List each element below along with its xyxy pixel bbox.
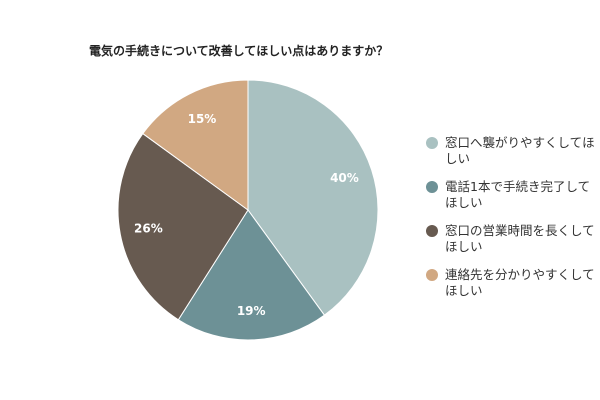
slice-value-label-2: 26%	[134, 222, 163, 236]
legend-label-1: 電話1本で手続き完了してほしい	[445, 179, 591, 210]
legend-item-2[interactable]: 窓口の営業時間を長くしてほしい	[424, 223, 600, 267]
legend-swatch-0	[426, 137, 438, 149]
legend-swatch-1	[426, 181, 438, 193]
legend-label-3: 連絡先を分かりやすくしてほしい	[445, 267, 595, 298]
chart-legend: 窓口へ襲がりやすくしてほしい 電話1本で手続き完了してほしい 窓口の営業時間を長…	[424, 135, 600, 311]
pie-slice-1[interactable]	[177, 209, 326, 341]
slice-value-label-3: 15%	[188, 112, 217, 126]
pie-slice-0[interactable]	[247, 79, 379, 316]
legend-swatch-3	[426, 269, 438, 281]
legend-item-1[interactable]: 電話1本で手続き完了してほしい	[424, 179, 600, 223]
legend-swatch-2	[426, 225, 438, 237]
pie-slice-3[interactable]	[142, 79, 249, 211]
legend-label-0: 窓口へ襲がりやすくしてほしい	[445, 135, 595, 166]
chart-title: 電気の手続きについて改善してほしい点はありますか？	[89, 44, 389, 58]
legend-item-3[interactable]: 連絡先を分かりやすくしてほしい	[424, 267, 600, 311]
slice-value-label-0: 40%	[330, 171, 359, 185]
slice-value-label-1: 19%	[237, 304, 266, 318]
legend-label-2: 窓口の営業時間を長くしてほしい	[445, 223, 595, 254]
legend-item-0[interactable]: 窓口へ襲がりやすくしてほしい	[424, 135, 600, 179]
pie-slice-2[interactable]	[117, 132, 249, 321]
